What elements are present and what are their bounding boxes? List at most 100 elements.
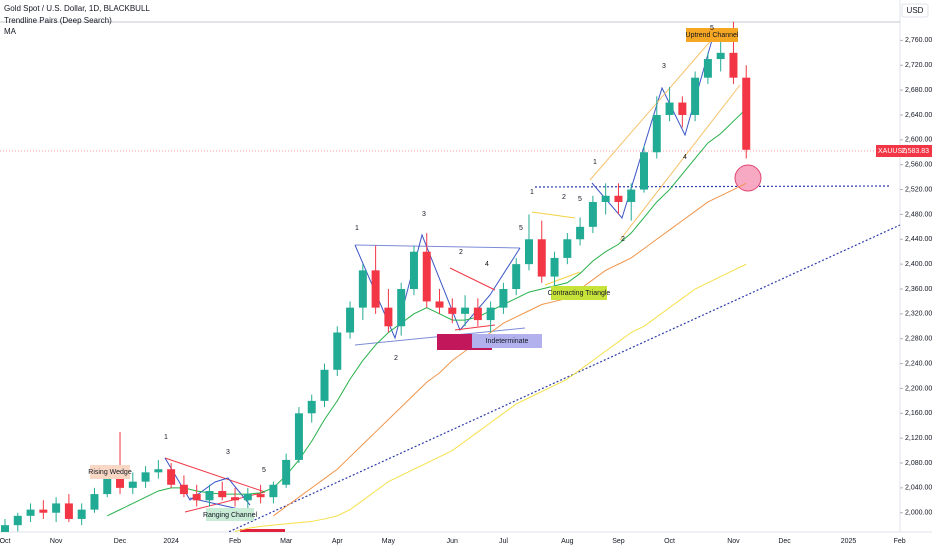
candle-body [627,189,636,202]
candle-body [742,77,751,150]
y-tick-label: 2,720.00 [905,62,932,69]
candle-body [64,503,73,519]
wave-label: 5 [519,225,523,232]
x-tick-label: Oct [0,538,10,545]
candle-body [333,332,342,370]
indicator-label: MA [4,27,17,36]
candle-body [588,201,597,227]
candle-body [192,494,201,501]
candle-body [576,226,585,240]
candle-body [524,239,533,265]
x-tick-label: Feb [894,538,906,545]
y-tick-label: 2,360.00 [905,286,932,293]
candle-body [640,152,648,190]
pattern-label: Contracting Triangle [548,290,611,297]
y-tick-label: 2,280.00 [905,336,932,343]
candle-body [346,307,355,333]
label-box [206,508,254,521]
candle-body [691,77,700,115]
x-tick-label: Nov [727,538,740,545]
pattern-label: Rising Wedge [88,469,132,476]
candle-body [26,509,35,516]
candle-body [601,195,610,202]
currency-label[interactable]: USD [907,6,924,15]
candle-body [294,413,303,460]
candle-body [729,52,738,78]
y-tick-label: 2,120.00 [905,435,932,442]
wave-label: 4 [683,154,687,161]
label-box [551,286,607,300]
x-tick-label: 2024 [163,538,179,545]
y-tick-label: 2,600.00 [905,137,932,144]
candle-body [218,490,227,498]
pattern-label: Uptrend Channel [686,32,739,39]
candle-body [652,114,661,153]
wave-label: 3 [226,449,230,456]
wave-label: 2 [621,236,625,243]
candle-body [179,484,188,495]
candle-body [537,239,546,277]
candle-body [512,264,521,289]
currency-box[interactable] [901,3,929,18]
y-tick-label: 2,480.00 [905,211,932,218]
x-tick-label: Oct [664,538,675,545]
candle-body [703,59,712,78]
y-tick-label: 2,760.00 [905,37,932,44]
candle-body [550,257,559,277]
symbol-label: XAUUSD [878,148,907,155]
candle-body [167,469,176,485]
price-label: 2,583.83 [902,148,929,155]
candle-body [128,481,137,488]
candle-body [358,270,367,308]
ma-line [234,263,747,532]
x-tick-label: Jul [499,538,508,545]
candle-body [269,484,278,498]
y-tick-label: 2,040.00 [905,485,932,492]
wave-label: 2 [394,355,398,362]
x-tick-label: Nov [50,538,63,545]
y-tick-label: 2,160.00 [905,410,932,417]
candle-body [486,307,495,321]
pattern-label: Ranging Channel [203,512,258,519]
candle-body [448,307,457,314]
y-tick-label: 2,320.00 [905,311,932,318]
wave-label: 2 [459,249,463,256]
candle-body [473,307,482,321]
candle-body [435,301,444,308]
wave-label: 5 [578,196,582,203]
indicator-label: Trendline Pairs (Deep Search) [4,16,112,25]
wave-label: 3 [422,211,426,218]
price-tag [876,145,932,157]
candle-body [371,270,380,308]
candle-body [307,400,316,414]
candle-body [1,525,9,532]
candle-body [77,509,86,519]
x-tick-label: Aug [561,538,574,545]
wave-label: 4 [485,261,489,268]
candle-body [256,494,265,498]
candle-body [231,497,240,501]
y-tick-label: 2,440.00 [905,236,932,243]
y-tick-label: 2,080.00 [905,460,932,467]
candle-body [116,478,125,488]
y-tick-label: 2,520.00 [905,186,932,193]
wave-label: 1 [530,189,534,196]
x-tick-label: Jun [447,538,458,545]
chart-title: Gold Spot / U.S. Dollar, 1D, BLACKBULL [4,4,150,13]
candle-body [563,239,572,258]
candle-body [52,503,61,513]
highlight-circle [734,164,762,192]
pattern-label: Indeterminate [486,338,529,345]
y-tick-label: 2,400.00 [905,261,932,268]
candle-body [39,509,48,513]
x-tick-label: Dec [778,538,791,545]
wave-label: 1 [164,434,168,441]
wave-label: 1 [593,159,597,166]
marker-box [240,529,285,532]
candle-body [665,102,674,115]
x-tick-label: Mar [280,538,293,545]
trend-line [226,224,900,532]
label-box [686,28,738,42]
x-tick-label: May [382,538,396,545]
wave-label: 1 [355,225,359,232]
